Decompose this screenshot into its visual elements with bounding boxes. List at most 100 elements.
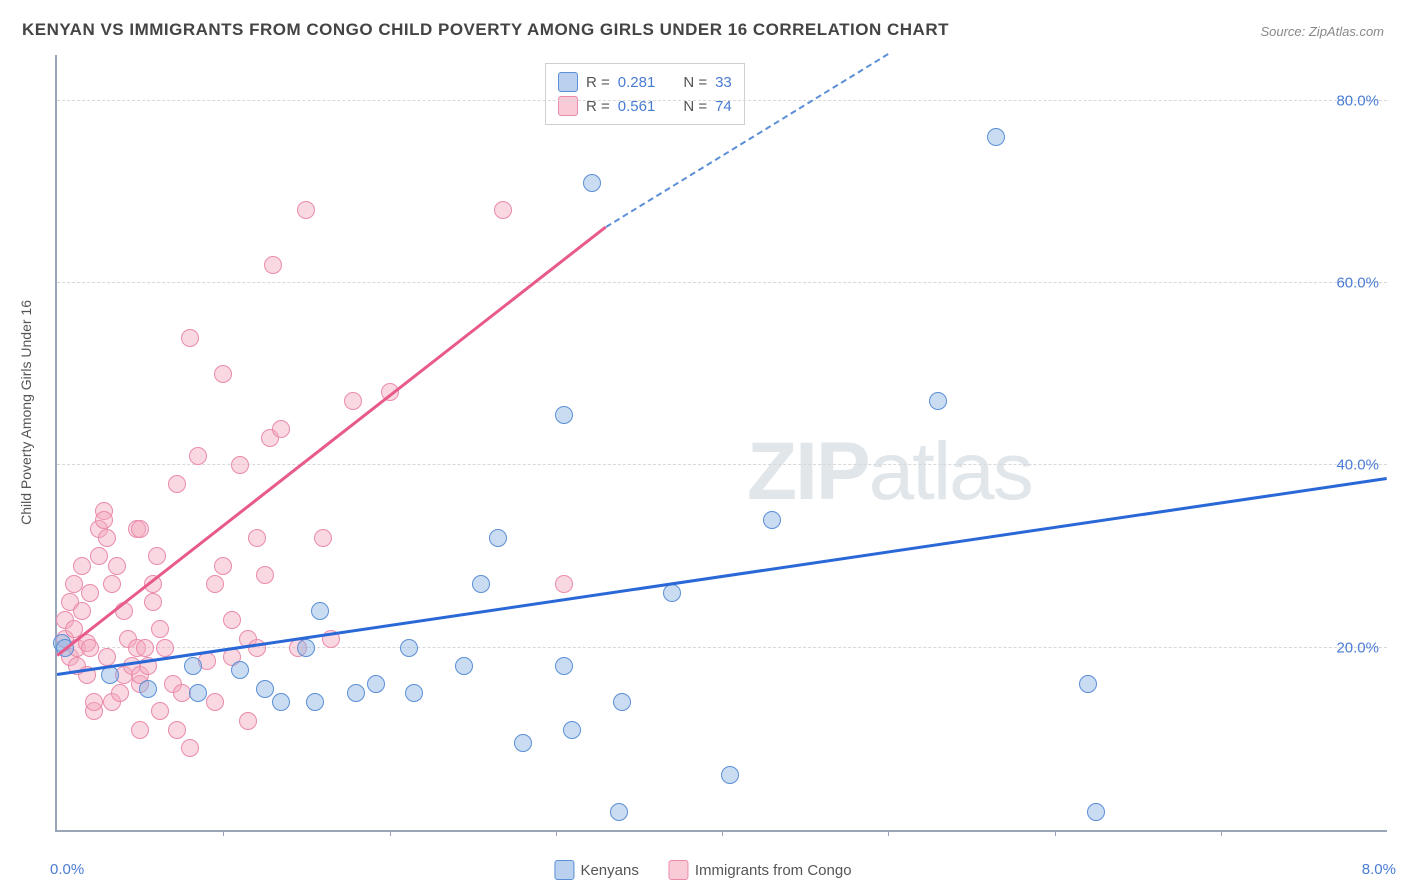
chart-title: KENYAN VS IMMIGRANTS FROM CONGO CHILD PO… — [22, 20, 949, 40]
legend-item-kenyans: Kenyans — [554, 860, 638, 880]
data-point-kenyans — [311, 602, 329, 620]
data-point-congo — [314, 529, 332, 547]
data-point-kenyans — [555, 657, 573, 675]
data-point-kenyans — [472, 575, 490, 593]
data-point-kenyans — [184, 657, 202, 675]
y-axis-label: Child Poverty Among Girls Under 16 — [18, 75, 34, 300]
data-point-congo — [214, 557, 232, 575]
data-point-kenyans — [272, 693, 290, 711]
data-point-congo — [239, 712, 257, 730]
plot-area: ZIPatlas R = 0.281 N = 33 R = 0.561 N = … — [55, 55, 1387, 832]
stats-legend-box: R = 0.281 N = 33 R = 0.561 N = 74 — [545, 63, 745, 125]
data-point-congo — [555, 575, 573, 593]
legend-item-congo: Immigrants from Congo — [669, 860, 852, 880]
data-point-congo — [81, 584, 99, 602]
data-point-kenyans — [231, 661, 249, 679]
data-point-kenyans — [101, 666, 119, 684]
correlation-chart: KENYAN VS IMMIGRANTS FROM CONGO CHILD PO… — [0, 0, 1406, 892]
source-attribution: Source: ZipAtlas.com — [1260, 24, 1384, 39]
gridline — [57, 282, 1387, 283]
data-point-congo — [181, 329, 199, 347]
data-point-congo — [103, 575, 121, 593]
gridline — [57, 464, 1387, 465]
data-point-kenyans — [555, 406, 573, 424]
data-point-congo — [264, 256, 282, 274]
data-point-congo — [136, 639, 154, 657]
y-tick-label: 40.0% — [1336, 457, 1379, 474]
x-tick — [223, 830, 224, 836]
data-point-congo — [256, 566, 274, 584]
data-point-congo — [108, 557, 126, 575]
data-point-kenyans — [514, 734, 532, 752]
x-tick — [1221, 830, 1222, 836]
data-point-kenyans — [610, 803, 628, 821]
bottom-legend: Kenyans Immigrants from Congo — [554, 860, 851, 880]
swatch-pink-icon — [669, 860, 689, 880]
data-point-kenyans — [489, 529, 507, 547]
data-point-congo — [65, 575, 83, 593]
data-point-congo — [214, 365, 232, 383]
y-tick-label: 60.0% — [1336, 274, 1379, 291]
data-point-kenyans — [721, 766, 739, 784]
data-point-congo — [173, 684, 191, 702]
data-point-congo — [95, 511, 113, 529]
data-point-kenyans — [367, 675, 385, 693]
data-point-congo — [98, 648, 116, 666]
x-tick — [888, 830, 889, 836]
data-point-congo — [248, 529, 266, 547]
data-point-congo — [85, 693, 103, 711]
data-point-congo — [131, 520, 149, 538]
x-tick — [1055, 830, 1056, 836]
x-tick — [390, 830, 391, 836]
data-point-kenyans — [139, 680, 157, 698]
data-point-kenyans — [347, 684, 365, 702]
gridline — [57, 100, 1387, 101]
data-point-kenyans — [987, 128, 1005, 146]
data-point-congo — [111, 684, 129, 702]
x-tick — [722, 830, 723, 836]
data-point-kenyans — [1079, 675, 1097, 693]
data-point-congo — [151, 620, 169, 638]
x-tick-label: 8.0% — [1362, 861, 1396, 878]
data-point-congo — [181, 739, 199, 757]
data-point-congo — [131, 721, 149, 739]
data-point-congo — [81, 639, 99, 657]
stats-row-kenyans: R = 0.281 N = 33 — [558, 70, 732, 94]
data-point-kenyans — [763, 511, 781, 529]
data-point-kenyans — [400, 639, 418, 657]
x-tick-label: 0.0% — [50, 861, 84, 878]
data-point-congo — [206, 575, 224, 593]
data-point-congo — [494, 201, 512, 219]
data-point-congo — [98, 529, 116, 547]
y-tick-label: 80.0% — [1336, 92, 1379, 109]
watermark: ZIPatlas — [747, 425, 1032, 519]
data-point-congo — [168, 721, 186, 739]
data-point-congo — [189, 447, 207, 465]
data-point-kenyans — [929, 392, 947, 410]
data-point-kenyans — [405, 684, 423, 702]
data-point-kenyans — [663, 584, 681, 602]
trendline-congo — [56, 226, 606, 656]
data-point-kenyans — [189, 684, 207, 702]
data-point-kenyans — [306, 693, 324, 711]
data-point-congo — [231, 456, 249, 474]
data-point-congo — [297, 201, 315, 219]
stats-row-congo: R = 0.561 N = 74 — [558, 94, 732, 118]
data-point-congo — [156, 639, 174, 657]
data-point-congo — [168, 475, 186, 493]
swatch-blue-icon — [558, 72, 578, 92]
data-point-kenyans — [613, 693, 631, 711]
data-point-kenyans — [297, 639, 315, 657]
data-point-congo — [73, 557, 91, 575]
y-tick-label: 20.0% — [1336, 639, 1379, 656]
data-point-kenyans — [256, 680, 274, 698]
data-point-kenyans — [455, 657, 473, 675]
data-point-congo — [73, 602, 91, 620]
data-point-congo — [144, 593, 162, 611]
data-point-congo — [151, 702, 169, 720]
x-tick — [556, 830, 557, 836]
data-point-kenyans — [583, 174, 601, 192]
data-point-congo — [272, 420, 290, 438]
data-point-congo — [90, 547, 108, 565]
swatch-blue-icon — [554, 860, 574, 880]
